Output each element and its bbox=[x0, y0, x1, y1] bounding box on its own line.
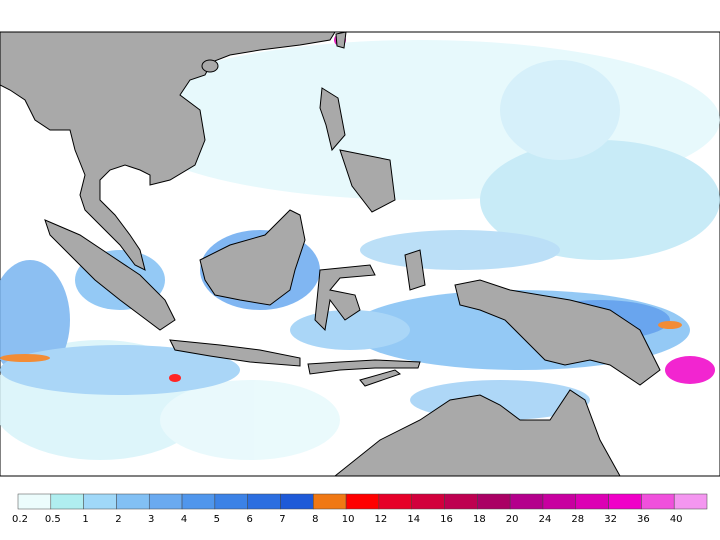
lesser-sunda bbox=[307, 359, 421, 375]
map bbox=[0, 31, 720, 477]
hainan bbox=[201, 59, 219, 73]
colorbar-swatch bbox=[509, 493, 544, 510]
timor bbox=[359, 369, 402, 387]
sumatra bbox=[44, 219, 176, 331]
colorbar-swatch bbox=[313, 493, 347, 510]
colorbar-label: 8 bbox=[312, 514, 318, 525]
colorbar-swatch bbox=[378, 493, 412, 510]
new-guinea bbox=[454, 279, 661, 386]
colorbar-label: 14 bbox=[407, 514, 420, 525]
colorbar-label: 1 bbox=[82, 514, 88, 525]
colorbar-swatch bbox=[575, 493, 609, 510]
colorbar-label: 24 bbox=[539, 514, 552, 525]
colorbar-swatch bbox=[116, 493, 150, 510]
colorbar-label: 5 bbox=[214, 514, 220, 525]
land bbox=[0, 31, 661, 477]
colorbar-swatch bbox=[477, 493, 511, 510]
colorbar-swatch bbox=[411, 493, 445, 510]
colorbar-swatch bbox=[673, 493, 708, 510]
colorbar-label: 0.5 bbox=[45, 514, 61, 525]
colorbar-swatch bbox=[17, 493, 52, 510]
colorbar: 0.2 0.5 1 2 3 4 5 6 7 8 10 12 14 16 18 20 24 28 32 36 40 bbox=[12, 493, 708, 525]
colorbar-label: 40 bbox=[670, 514, 683, 525]
colorbar-label: 28 bbox=[571, 514, 584, 525]
colorbar-swatch bbox=[345, 493, 380, 510]
colorbar-swatch bbox=[280, 493, 314, 510]
java bbox=[169, 339, 301, 367]
colorbar-swatch bbox=[83, 493, 117, 510]
taiwan bbox=[335, 31, 347, 49]
colorbar-swatch bbox=[542, 493, 577, 510]
colorbar-label: 16 bbox=[440, 514, 453, 525]
mindanao bbox=[339, 149, 396, 213]
colorbar-label: 36 bbox=[637, 514, 650, 525]
maluku bbox=[404, 249, 426, 291]
colorbar-label: 10 bbox=[342, 514, 355, 525]
sulawesi bbox=[314, 264, 376, 332]
colorbar-label: 18 bbox=[473, 514, 486, 525]
colorbar-label: 12 bbox=[375, 514, 388, 525]
colorbar-swatch bbox=[214, 493, 248, 510]
colorbar-swatch bbox=[444, 493, 478, 510]
colorbar-label: 6 bbox=[246, 514, 252, 525]
luzon bbox=[319, 87, 346, 152]
colorbar-label: 7 bbox=[279, 514, 285, 525]
colorbar-label: 0.2 bbox=[12, 514, 28, 525]
colorbar-swatch bbox=[148, 493, 183, 510]
colorbar-swatch bbox=[50, 493, 84, 510]
colorbar-label: 20 bbox=[506, 514, 519, 525]
colorbar-swatch bbox=[181, 493, 216, 510]
colorbar-swatch bbox=[247, 493, 281, 510]
colorbar-swatch bbox=[608, 493, 642, 510]
colorbar-swatch bbox=[641, 493, 675, 510]
borneo bbox=[199, 209, 306, 306]
australia bbox=[333, 389, 621, 477]
colorbar-label: 32 bbox=[604, 514, 617, 525]
colorbar-label: 2 bbox=[115, 514, 121, 525]
colorbar-label: 3 bbox=[148, 514, 154, 525]
colorbar-label: 4 bbox=[181, 514, 187, 525]
